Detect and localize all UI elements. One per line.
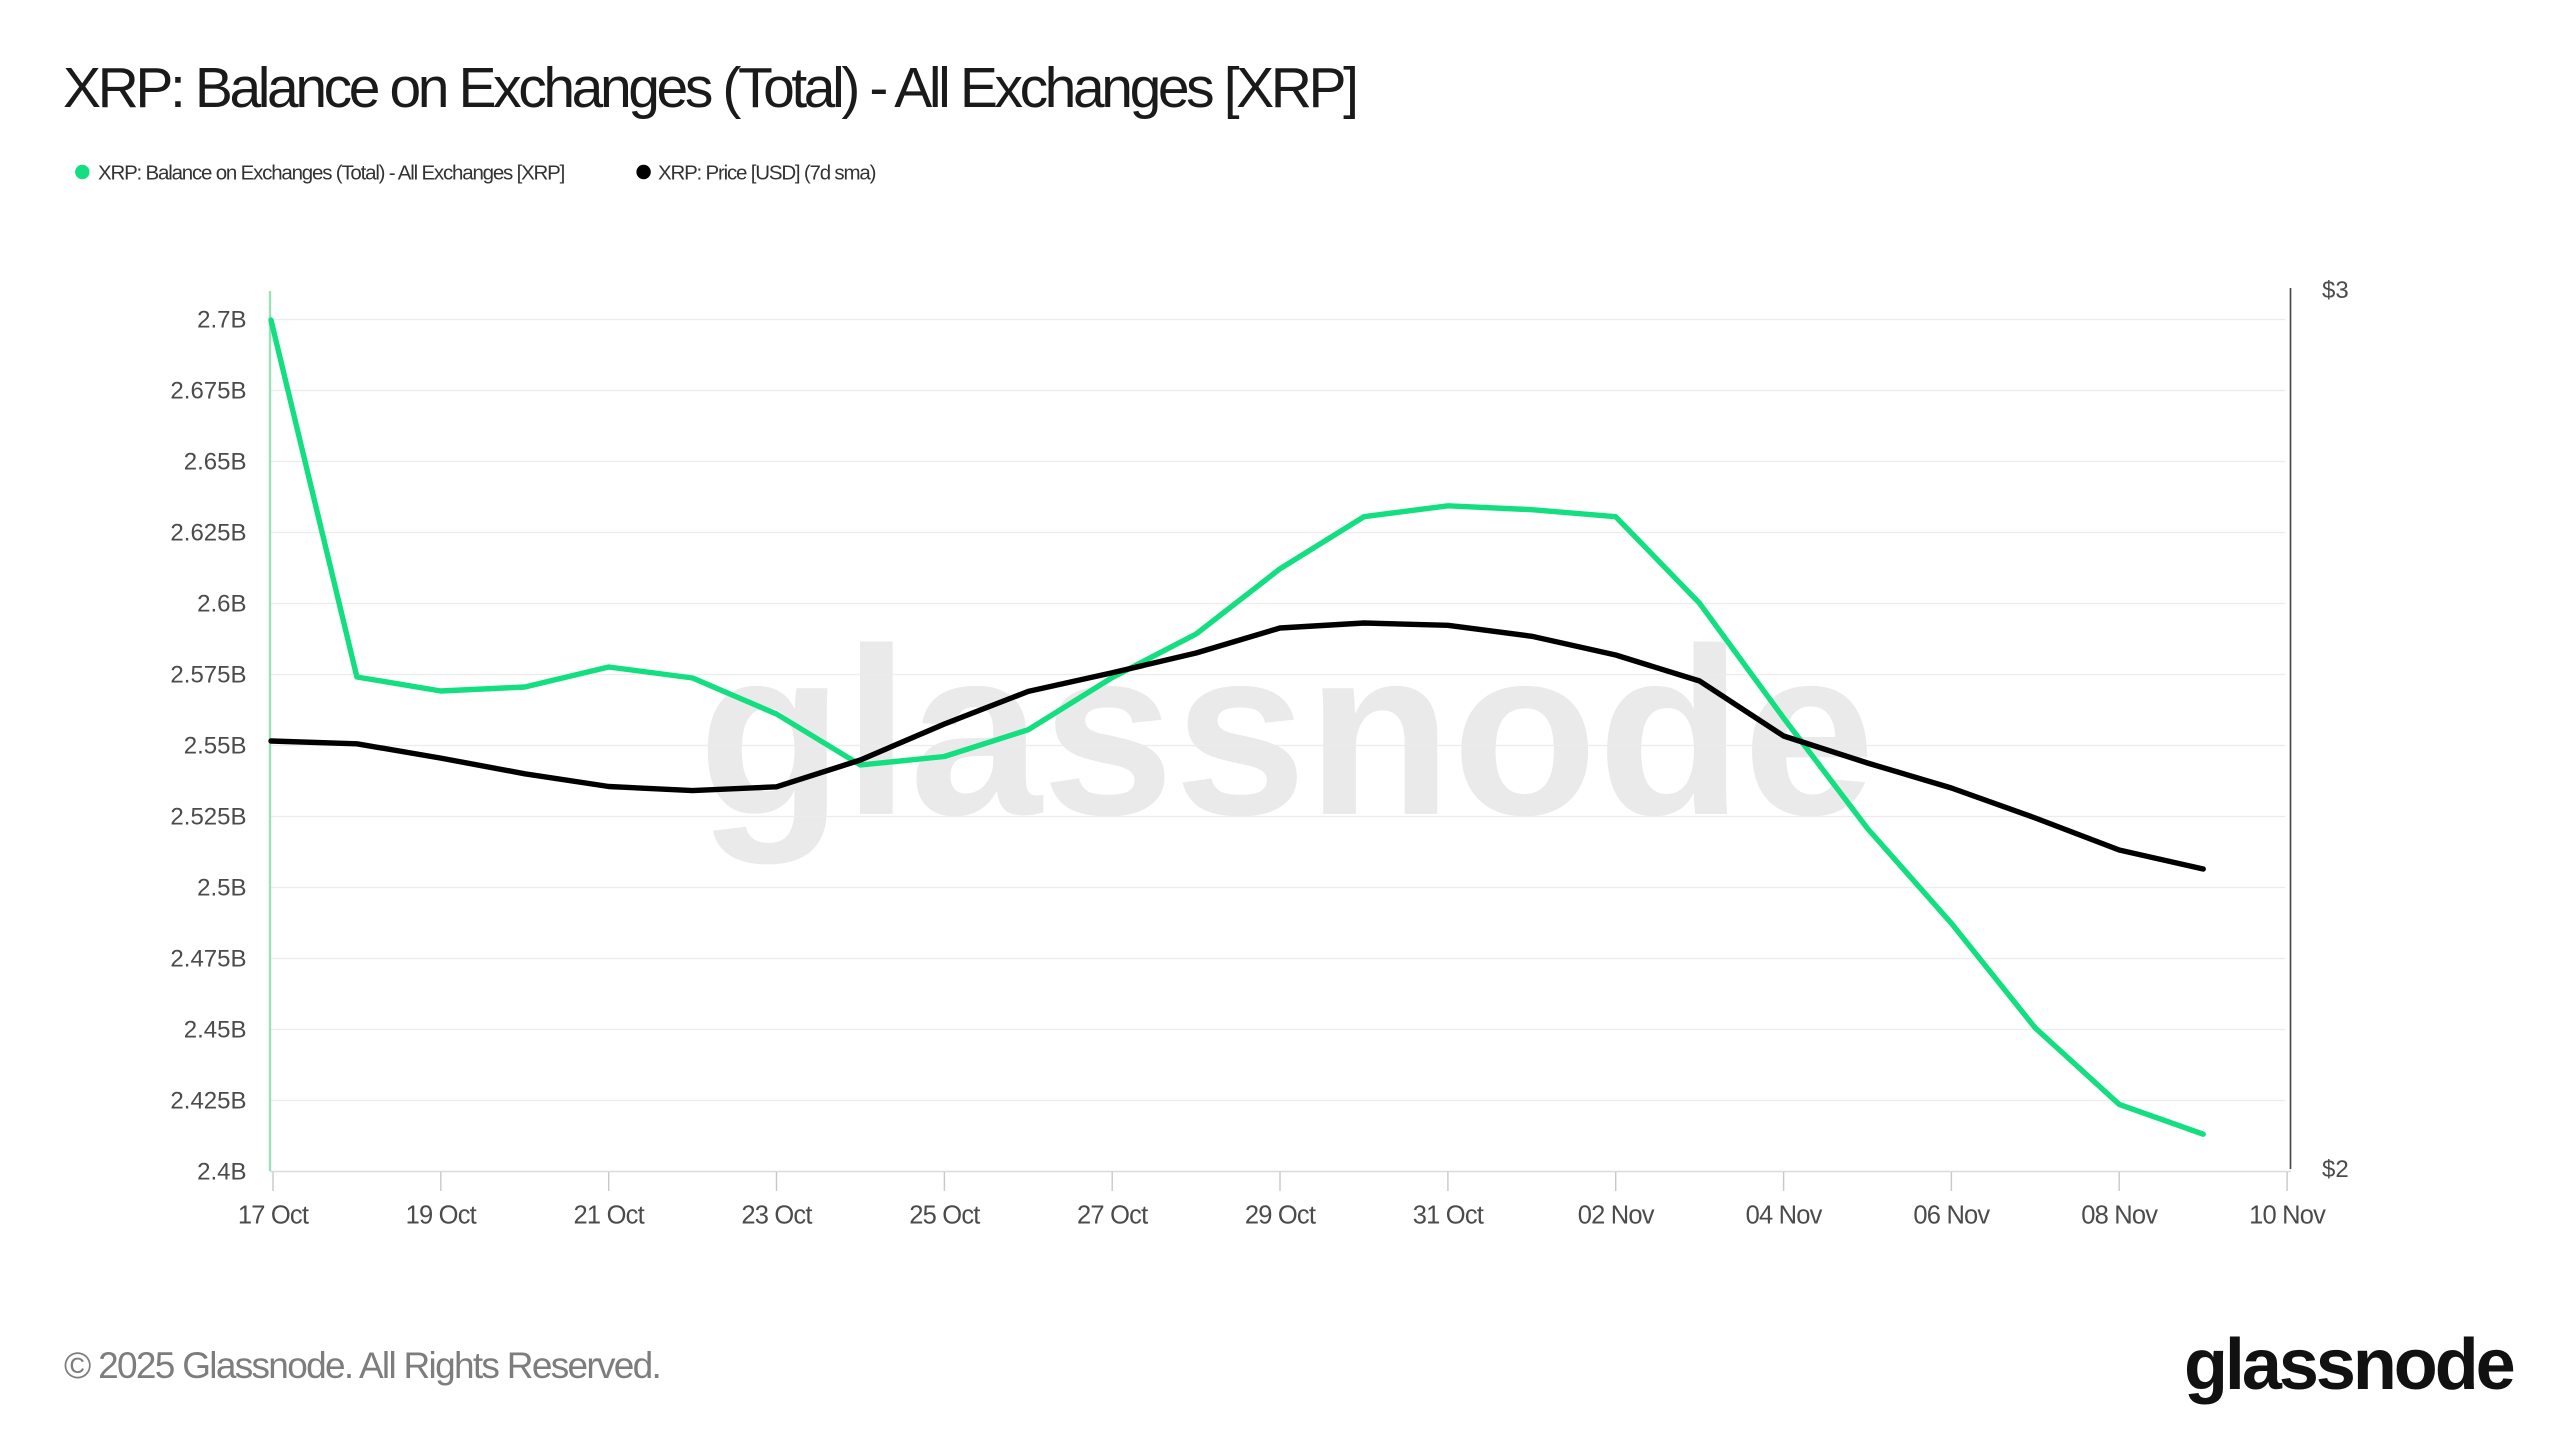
svg-text:04 Nov: 04 Nov xyxy=(1746,1202,1823,1230)
svg-text:06 Nov: 06 Nov xyxy=(1913,1202,1990,1230)
svg-text:XRP: Balance on Exchanges (Tot: XRP: Balance on Exchanges (Total) - All … xyxy=(98,162,565,185)
svg-text:glassnode: glassnode xyxy=(2184,1325,2514,1405)
svg-text:19 Oct: 19 Oct xyxy=(406,1202,477,1230)
svg-text:02 Nov: 02 Nov xyxy=(1578,1202,1655,1230)
svg-text:2.625B: 2.625B xyxy=(170,519,246,546)
svg-text:$3: $3 xyxy=(2322,277,2349,304)
svg-text:2.425B: 2.425B xyxy=(170,1087,246,1114)
svg-text:23 Oct: 23 Oct xyxy=(741,1202,812,1230)
svg-text:21 Oct: 21 Oct xyxy=(574,1202,645,1230)
svg-text:10 Nov: 10 Nov xyxy=(2249,1202,2326,1230)
svg-text:2.4B: 2.4B xyxy=(197,1158,246,1185)
svg-text:XRP: Price [USD] (7d sma): XRP: Price [USD] (7d sma) xyxy=(658,162,876,185)
svg-text:XRP: Balance on Exchanges (Tot: XRP: Balance on Exchanges (Total) - All … xyxy=(63,56,1356,120)
svg-text:2.5B: 2.5B xyxy=(197,874,246,901)
svg-text:2.475B: 2.475B xyxy=(170,945,246,972)
svg-text:glassnode: glassnode xyxy=(698,600,1875,865)
svg-text:2.675B: 2.675B xyxy=(170,377,246,404)
svg-text:2.45B: 2.45B xyxy=(184,1016,247,1043)
svg-text:2.65B: 2.65B xyxy=(184,448,247,475)
svg-text:2.55B: 2.55B xyxy=(184,732,247,759)
svg-text:© 2025 Glassnode. All Rights R: © 2025 Glassnode. All Rights Reserved. xyxy=(64,1345,660,1386)
svg-text:29 Oct: 29 Oct xyxy=(1245,1202,1316,1230)
svg-text:2.525B: 2.525B xyxy=(170,803,246,830)
svg-text:2.6B: 2.6B xyxy=(197,590,246,617)
svg-text:31 Oct: 31 Oct xyxy=(1413,1202,1484,1230)
svg-text:08 Nov: 08 Nov xyxy=(2081,1202,2158,1230)
svg-text:2.7B: 2.7B xyxy=(197,306,246,333)
svg-text:2.575B: 2.575B xyxy=(170,661,246,688)
svg-text:17 Oct: 17 Oct xyxy=(238,1202,309,1230)
svg-text:$2: $2 xyxy=(2322,1156,2349,1183)
svg-text:25 Oct: 25 Oct xyxy=(909,1202,980,1230)
svg-text:27 Oct: 27 Oct xyxy=(1077,1202,1148,1230)
